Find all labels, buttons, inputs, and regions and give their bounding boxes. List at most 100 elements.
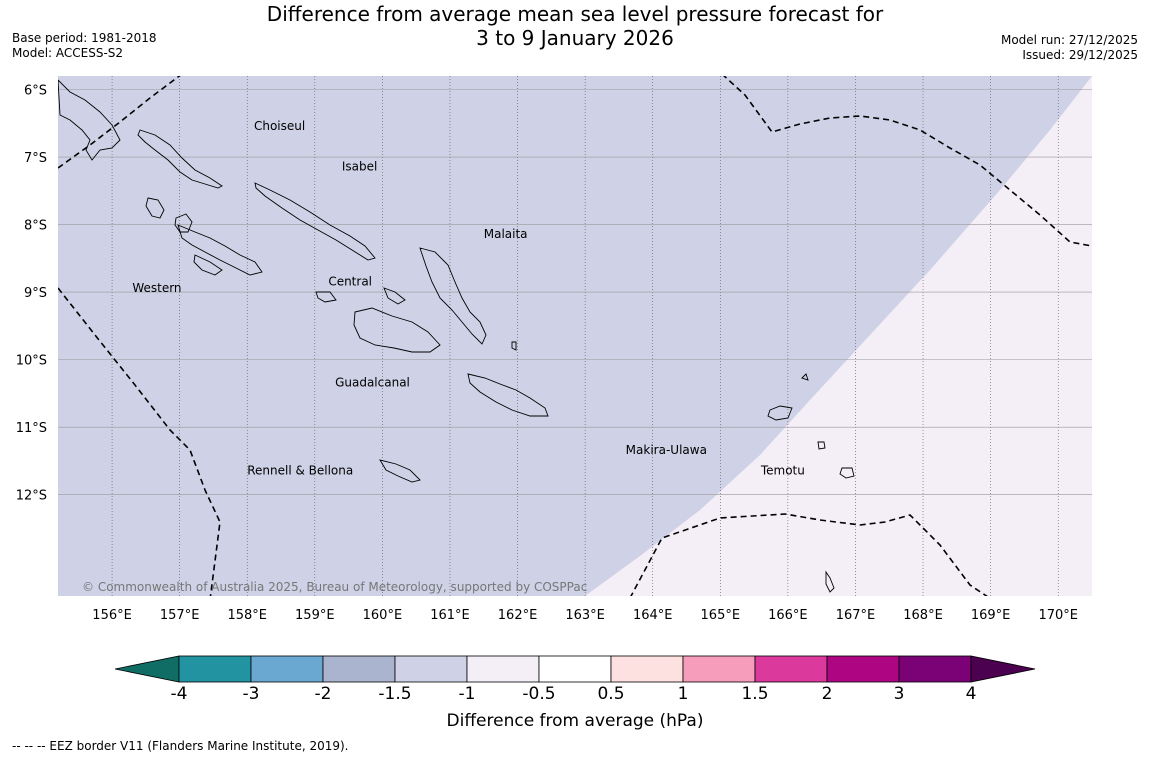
colorbar-tick-label: -4 <box>171 684 188 704</box>
colorbar-segment <box>250 655 324 683</box>
province-label: Guadalcanal <box>335 376 410 390</box>
province-label: Rennell & Bellona <box>247 463 353 477</box>
colorbar-segment <box>538 655 612 683</box>
colorbar-extend-high <box>970 655 1036 683</box>
colorbar-tick-label: 3 <box>894 684 905 704</box>
coast-santa-cruz <box>767 405 793 421</box>
colorbar-tick-label: 4 <box>966 684 977 704</box>
longitude-tick-label: 161°E <box>430 608 470 623</box>
eez-footnote: -- -- -- EEZ border V11 (Flanders Marine… <box>12 739 349 753</box>
title-line-2: 3 to 9 January 2026 <box>476 26 674 50</box>
coast-russell <box>383 287 406 305</box>
graticule <box>58 76 1092 596</box>
province-label: Makira-Ulawa <box>626 443 707 457</box>
colorbar-segment <box>898 655 972 683</box>
latitude-tick-label: 6°S <box>24 84 47 99</box>
latitude-tick-label: 8°S <box>24 219 47 234</box>
model-name: Model: ACCESS-S2 <box>12 46 124 60</box>
coast-malaita <box>419 247 487 345</box>
colorbar-segment <box>682 655 756 683</box>
coast-rendova <box>193 254 223 276</box>
colorbar-segment <box>394 655 468 683</box>
coast-sikaiana <box>511 341 517 351</box>
longitude-tick-label: 158°E <box>227 608 267 623</box>
colorbar-segment <box>826 655 900 683</box>
colorbar-tick-label: 1 <box>678 684 689 704</box>
colorbar-tick-label: 0.5 <box>597 684 624 704</box>
coast-choiseul <box>137 129 223 189</box>
coast-vanikoro <box>839 467 855 479</box>
longitude-tick-label: 168°E <box>903 608 943 623</box>
colorbar-segment <box>466 655 540 683</box>
colorbar: -4 -3 -2 -1.5 -1 -0.5 0.5 1 1.5 2 3 4 Difference fro… <box>114 655 1036 731</box>
coast-ontong-islets <box>801 373 809 381</box>
longitude-tick-label: 169°E <box>971 608 1011 623</box>
colorbar-tick-label: 1.5 <box>741 684 768 704</box>
coast-vella-lavella <box>145 197 165 219</box>
longitude-tick-label: 164°E <box>633 608 673 623</box>
colorbar-extend-low <box>114 655 180 683</box>
map-panel: Choiseul Isabel Malaita Western Central Guada… <box>58 76 1092 596</box>
longitude-tick-label: 170°E <box>1038 608 1078 623</box>
coast-kolombangara <box>174 213 193 233</box>
latitude-tick-label: 7°S <box>24 151 47 166</box>
province-label: Choiseul <box>254 119 305 133</box>
longitude-tick-label: 167°E <box>836 608 876 623</box>
eez-border <box>58 76 1092 596</box>
province-label: Malaita <box>484 227 528 241</box>
coast-utupua <box>817 441 826 450</box>
province-label: Isabel <box>342 160 377 174</box>
eez-border-north-east <box>723 76 1092 247</box>
longitude-tick-label: 156°E <box>92 608 132 623</box>
latitude-tick-label: 12°S <box>16 489 47 504</box>
province-label: Western <box>132 281 181 295</box>
longitude-tick-label: 160°E <box>363 608 403 623</box>
longitude-labels: 156°E 157°E 158°E 159°E 160°E 161°E 162°E 163°E… <box>92 608 1078 623</box>
latitude-labels: 6°S 7°S 8°S 9°S 10°S 11°S 12°S <box>16 84 47 504</box>
coast-bougainville <box>58 79 121 161</box>
coast-rennell <box>379 459 421 483</box>
colorbar-title: Difference from average (hPa) <box>447 711 704 731</box>
eez-border-south-west <box>58 287 221 596</box>
latitude-tick-label: 11°S <box>16 421 47 436</box>
latitude-tick-label: 9°S <box>24 286 47 301</box>
longitude-tick-label: 162°E <box>498 608 538 623</box>
colorbar-segment <box>754 655 828 683</box>
colorbar-segment <box>178 655 252 683</box>
meta-left: Base period: 1981-2018 Model: ACCESS-S2 <box>12 31 157 61</box>
colorbar-segment <box>610 655 684 683</box>
meta-right: Model run: 27/12/2025 Issued: 29/12/2025 <box>1001 33 1138 63</box>
longitude-tick-label: 165°E <box>701 608 741 623</box>
anomaly-region-light <box>585 76 1092 596</box>
province-label: Temotu <box>760 463 805 477</box>
longitude-tick-label: 157°E <box>160 608 200 623</box>
coast-anuta <box>825 570 835 593</box>
colorbar-tick-label: 2 <box>822 684 833 704</box>
issued-date: Issued: 29/12/2025 <box>1022 48 1138 62</box>
colorbar-tick-label: -3 <box>243 684 260 704</box>
province-label: Central <box>328 274 372 288</box>
copyright-notice: © Commonwealth of Australia 2025, Bureau… <box>82 580 587 594</box>
latitude-tick-label: 10°S <box>16 354 47 369</box>
coastlines <box>58 79 855 593</box>
coast-makira <box>467 373 549 417</box>
model-run: Model run: 27/12/2025 <box>1000 33 1138 47</box>
coast-isabel <box>254 182 376 261</box>
longitude-tick-label: 163°E <box>565 608 605 623</box>
colorbar-tick-label: -2 <box>315 684 332 704</box>
colorbar-tick-label: -1.5 <box>378 684 411 704</box>
chart-title: Difference from average mean sea level p… <box>0 2 1150 50</box>
longitude-tick-label: 166°E <box>768 608 808 623</box>
eez-border-south-east <box>630 513 988 596</box>
coast-new-georgia <box>177 224 263 276</box>
coast-guadalcanal <box>353 307 441 353</box>
colorbar-segment <box>322 655 396 683</box>
coast-florida <box>315 291 337 303</box>
province-labels: Choiseul Isabel Malaita Western Central Guada… <box>132 119 805 477</box>
colorbar-tick-label: -0.5 <box>522 684 555 704</box>
title-line-1: Difference from average mean sea level p… <box>266 2 884 26</box>
base-period: Base period: 1981-2018 <box>12 31 157 45</box>
longitude-tick-label: 159°E <box>295 608 335 623</box>
colorbar-tick-label: -1 <box>459 684 476 704</box>
